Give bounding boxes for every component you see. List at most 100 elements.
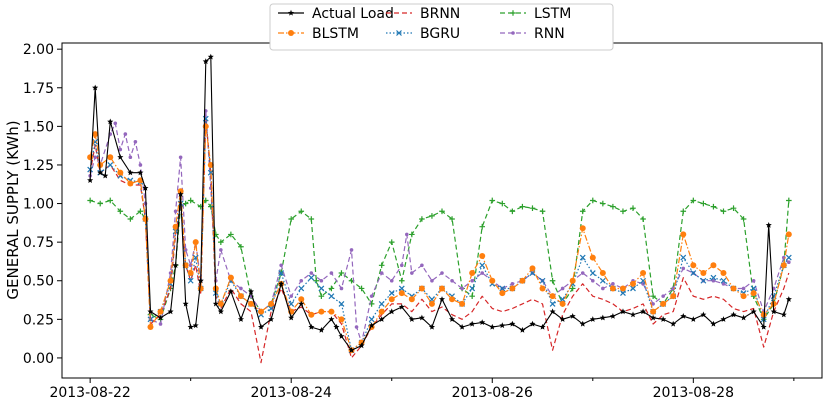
data-point-actual-load bbox=[569, 313, 576, 319]
data-point-bgru bbox=[288, 300, 295, 307]
data-point-rnn bbox=[580, 271, 585, 275]
data-point-rnn bbox=[651, 302, 655, 306]
data-point-blstm bbox=[640, 270, 647, 277]
data-point-blstm bbox=[328, 308, 335, 315]
data-point-blstm bbox=[247, 300, 254, 307]
data-point-actual-load bbox=[619, 308, 626, 315]
data-point-lstm bbox=[318, 293, 325, 299]
legend: Actual Load BLSTM BRNN BGRU LSTM RNN bbox=[269, 3, 614, 51]
data-point-rnn bbox=[369, 294, 374, 298]
data-point-lstm bbox=[137, 208, 144, 215]
data-point-blstm bbox=[418, 285, 425, 292]
data-point-actual-load bbox=[519, 326, 526, 333]
data-point-rnn bbox=[399, 263, 404, 268]
data-point-actual-load bbox=[212, 300, 219, 307]
data-point-lstm bbox=[127, 216, 134, 222]
data-point-actual-load bbox=[479, 319, 486, 325]
data-point-lstm bbox=[439, 208, 445, 215]
data-point-lstm bbox=[469, 293, 475, 299]
data-point-blstm bbox=[539, 285, 546, 292]
data-point-actual-load bbox=[227, 288, 234, 295]
data-point-lstm bbox=[429, 213, 435, 219]
data-point-lstm bbox=[187, 197, 194, 204]
data-point-blstm bbox=[619, 285, 626, 292]
data-point-rnn bbox=[123, 132, 128, 136]
data-point-blstm bbox=[157, 308, 164, 315]
data-point-lstm bbox=[529, 205, 536, 211]
data-point-actual-load bbox=[127, 169, 134, 176]
data-point-blstm bbox=[197, 285, 204, 292]
data-point-blstm bbox=[187, 270, 194, 277]
data-point-rnn bbox=[560, 286, 565, 291]
data-point-rnn bbox=[440, 271, 444, 275]
data-point-rnn bbox=[590, 278, 595, 283]
data-point-blstm bbox=[308, 311, 315, 318]
y-tick-label: 1.00 bbox=[23, 197, 54, 213]
data-point-lstm bbox=[87, 197, 93, 204]
data-point-rnn bbox=[787, 260, 791, 265]
data-point-actual-load bbox=[117, 154, 124, 160]
y-tick-label: 0.75 bbox=[23, 235, 54, 251]
data-point-rnn bbox=[113, 121, 118, 126]
data-point-rnn bbox=[410, 271, 414, 275]
data-point-rnn bbox=[178, 155, 183, 160]
data-point-bgru bbox=[700, 277, 707, 284]
data-point-lstm bbox=[182, 200, 189, 207]
data-point-lstm bbox=[117, 208, 124, 215]
legend-marker bbox=[288, 9, 294, 16]
data-point-actual-load bbox=[529, 320, 536, 327]
data-point-actual-load bbox=[202, 58, 209, 65]
data-point-rnn bbox=[510, 282, 515, 286]
data-point-actual-load bbox=[760, 323, 767, 330]
data-point-blstm bbox=[609, 285, 616, 292]
data-point-bgru bbox=[559, 296, 566, 303]
data-point-actual-load bbox=[690, 316, 697, 322]
data-point-bgru bbox=[268, 305, 275, 312]
data-point-actual-load bbox=[217, 308, 224, 315]
data-point-lstm bbox=[640, 216, 646, 222]
data-point-actual-load bbox=[539, 323, 546, 330]
data-point-lstm bbox=[730, 205, 737, 211]
x-tick-label: 2013-08-26 bbox=[452, 385, 533, 401]
data-point-actual-load bbox=[559, 316, 566, 322]
data-point-actual-load bbox=[137, 169, 144, 176]
data-point-actual-load bbox=[408, 316, 415, 322]
data-point-actual-load bbox=[328, 316, 335, 322]
data-point-actual-load bbox=[308, 323, 315, 330]
data-point-actual-load bbox=[258, 323, 265, 330]
legend-label: LSTM bbox=[534, 6, 571, 22]
data-point-blstm bbox=[428, 300, 435, 307]
data-point-actual-load bbox=[549, 308, 556, 315]
data-point-blstm bbox=[258, 308, 265, 315]
data-point-bgru bbox=[599, 277, 606, 284]
data-point-lstm bbox=[650, 293, 656, 299]
data-point-rnn bbox=[329, 271, 334, 275]
data-point-lstm bbox=[328, 285, 335, 292]
data-point-blstm bbox=[730, 285, 737, 292]
legend-marker bbox=[510, 10, 516, 16]
data-point-bgru bbox=[539, 277, 546, 284]
data-point-blstm bbox=[785, 231, 792, 238]
data-point-bgru bbox=[278, 270, 285, 276]
data-point-bgru bbox=[680, 254, 687, 261]
data-point-rnn bbox=[741, 286, 746, 291]
legend-item-brnn: BRNN bbox=[386, 6, 460, 22]
data-point-lstm bbox=[509, 208, 516, 215]
data-point-actual-load bbox=[469, 320, 476, 327]
data-point-blstm bbox=[549, 293, 556, 300]
y-tick-label: 1.25 bbox=[23, 158, 54, 174]
data-point-bgru bbox=[338, 300, 345, 307]
data-point-rnn bbox=[289, 294, 294, 298]
data-point-actual-load bbox=[318, 326, 325, 333]
data-point-lstm bbox=[479, 223, 486, 230]
data-point-rnn bbox=[470, 278, 474, 283]
data-point-rnn bbox=[349, 248, 354, 252]
data-point-lstm bbox=[358, 285, 365, 292]
data-point-blstm bbox=[479, 253, 486, 260]
data-point-rnn bbox=[133, 140, 138, 144]
data-point-rnn bbox=[450, 278, 454, 283]
y-tick-label: 0.25 bbox=[23, 312, 54, 328]
data-point-rnn bbox=[661, 294, 665, 298]
data-point-lstm bbox=[388, 239, 395, 245]
